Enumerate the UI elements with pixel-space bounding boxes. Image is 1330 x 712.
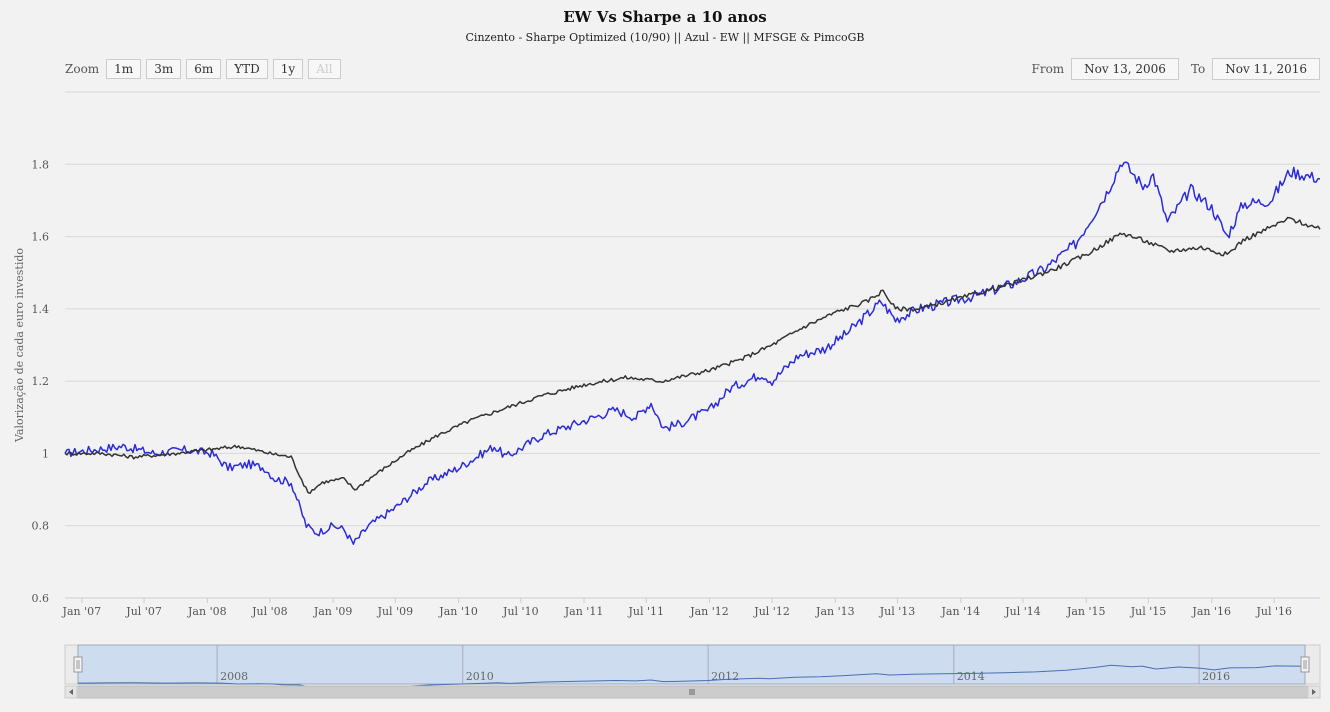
x-tick-label: Jul '14 <box>1004 605 1041 618</box>
x-tick-label: Jan '16 <box>1191 605 1231 618</box>
sharpe-series-line <box>64 216 1321 495</box>
navigator-tick-label: 2016 <box>1202 670 1230 683</box>
zoom-all-button[interactable]: All <box>308 59 341 79</box>
zoom-3m-button[interactable]: 3m <box>146 59 182 79</box>
chart-title: EW Vs Sharpe a 10 anos <box>563 8 767 26</box>
x-tick-label: Jan '07 <box>62 605 102 618</box>
x-tick-label: Jul '15 <box>1130 605 1167 618</box>
navigator-right-handle[interactable] <box>1300 656 1310 673</box>
to-date-input[interactable]: Nov 11, 2016 <box>1212 58 1320 80</box>
y-tick-label: 0.8 <box>32 520 50 533</box>
ew-series-line <box>64 161 1320 545</box>
x-tick-label: Jan '08 <box>187 605 227 618</box>
x-tick-label: Jul '13 <box>879 605 916 618</box>
from-date-input[interactable]: Nov 13, 2006 <box>1071 58 1179 80</box>
chart-subtitle: Cinzento - Sharpe Optimized (10/90) || A… <box>465 31 865 44</box>
x-tick-label: Jan '13 <box>815 605 855 618</box>
x-tick-label: Jan '09 <box>313 605 353 618</box>
x-tick-label: Jan '10 <box>438 605 478 618</box>
zoom-1y-button[interactable]: 1y <box>272 59 304 79</box>
navigator-left-handle[interactable] <box>73 656 83 673</box>
x-tick-label: Jan '12 <box>689 605 729 618</box>
date-range: From Nov 13, 2006 To Nov 11, 2016 <box>1031 58 1320 80</box>
scroll-left-arrow-icon <box>69 689 73 695</box>
y-tick-label: 1.8 <box>32 158 50 171</box>
x-tick-label: Jul '11 <box>628 605 665 618</box>
x-tick-label: Jul '10 <box>502 605 539 618</box>
navigator-series-line <box>77 664 1306 690</box>
zoom-bar: Zoom 1m 3m 6m YTD 1y All <box>65 58 341 80</box>
navigator-selected-range[interactable] <box>77 644 1306 685</box>
y-tick-label: 1.4 <box>32 303 50 316</box>
x-tick-label: Jul '08 <box>251 605 288 618</box>
x-tick-label: Jan '14 <box>941 605 981 618</box>
y-tick-label: 1.2 <box>32 375 50 388</box>
navigator-tick-label: 2008 <box>220 670 248 683</box>
zoom-1m-button[interactable]: 1m <box>106 59 142 79</box>
zoom-label: Zoom <box>65 62 100 76</box>
to-label: To <box>1190 62 1206 76</box>
navigator-tick-label: 2012 <box>711 670 739 683</box>
x-tick-label: Jul '12 <box>753 605 790 618</box>
x-tick-label: Jan '11 <box>564 605 604 618</box>
y-tick-label: 1.6 <box>32 231 50 244</box>
navigator-tick-label: 2014 <box>957 670 985 683</box>
zoom-ytd-button[interactable]: YTD <box>226 59 268 79</box>
y-tick-label: 0.6 <box>32 592 50 605</box>
zoom-6m-button[interactable]: 6m <box>186 59 222 79</box>
navigator-tick-label: 2010 <box>466 670 494 683</box>
x-tick-label: Jan '15 <box>1066 605 1106 618</box>
y-tick-label: 1 <box>42 447 49 460</box>
x-tick-label: Jul '07 <box>125 605 162 618</box>
x-tick-label: Jul '09 <box>377 605 414 618</box>
from-label: From <box>1031 62 1065 76</box>
scroll-right-arrow-icon <box>1312 689 1316 695</box>
x-tick-label: Jul '16 <box>1256 605 1293 618</box>
y-axis-title: Valorização de cada euro investido <box>13 248 26 443</box>
